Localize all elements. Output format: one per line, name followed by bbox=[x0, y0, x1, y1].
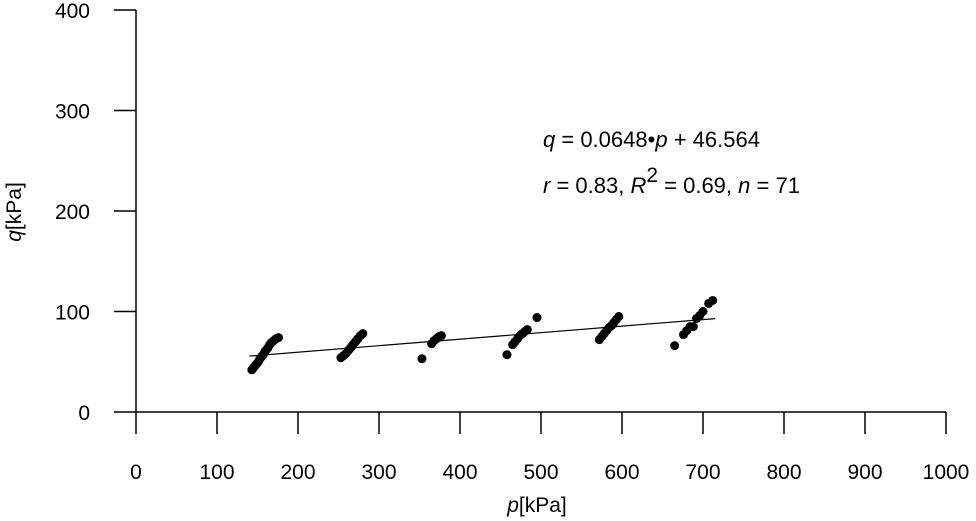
data-point bbox=[502, 350, 512, 360]
data-point bbox=[522, 325, 532, 335]
x-axis-label: p[kPa] bbox=[506, 494, 567, 517]
x-axis-var: p bbox=[506, 494, 519, 517]
data-point bbox=[670, 341, 680, 351]
x-tick-label: 100 bbox=[199, 461, 234, 484]
data-points bbox=[247, 295, 718, 375]
regression-stats: r = 0.83, R2 = 0.69, n = 71 bbox=[543, 164, 800, 198]
data-point bbox=[417, 354, 427, 364]
y-ticks: 0 100 200 300 400 bbox=[55, 0, 136, 425]
x-tick-label: 600 bbox=[604, 461, 639, 484]
data-point bbox=[436, 331, 446, 341]
y-axis-var: q bbox=[3, 230, 26, 242]
y-tick-label: 200 bbox=[55, 201, 90, 224]
x-tick-label: 500 bbox=[523, 461, 558, 484]
x-tick-label: 700 bbox=[685, 461, 720, 484]
y-axis-unit: [kPa] bbox=[3, 182, 26, 230]
x-tick-label: 300 bbox=[361, 461, 396, 484]
x-tick-label: 400 bbox=[442, 461, 477, 484]
regression-equation: q = 0.0648•p + 46.564 bbox=[543, 127, 760, 152]
data-point bbox=[708, 295, 718, 305]
trend-line bbox=[249, 318, 716, 357]
y-tick-label: 300 bbox=[55, 101, 90, 124]
x-tick-label: 0 bbox=[130, 461, 142, 484]
y-tick-label: 400 bbox=[55, 0, 90, 23]
data-point bbox=[614, 312, 624, 322]
axes bbox=[135, 10, 946, 413]
y-axis-label: q[kPa] bbox=[3, 182, 26, 242]
data-point bbox=[274, 333, 284, 343]
x-tick-label: 1000 bbox=[923, 461, 970, 484]
y-tick-label: 100 bbox=[55, 302, 90, 325]
data-point bbox=[698, 307, 708, 316]
x-ticks: 0 100 200 300 400 500 600 700 800 900 1000 bbox=[130, 412, 969, 484]
x-axis-unit: [kPa] bbox=[519, 494, 567, 517]
x-tick-label: 200 bbox=[280, 461, 315, 484]
data-point bbox=[532, 313, 542, 323]
data-point bbox=[688, 322, 698, 332]
x-tick-label: 800 bbox=[766, 461, 801, 484]
x-tick-label: 900 bbox=[847, 461, 882, 484]
data-point bbox=[358, 329, 368, 339]
y-tick-label: 0 bbox=[78, 402, 90, 425]
